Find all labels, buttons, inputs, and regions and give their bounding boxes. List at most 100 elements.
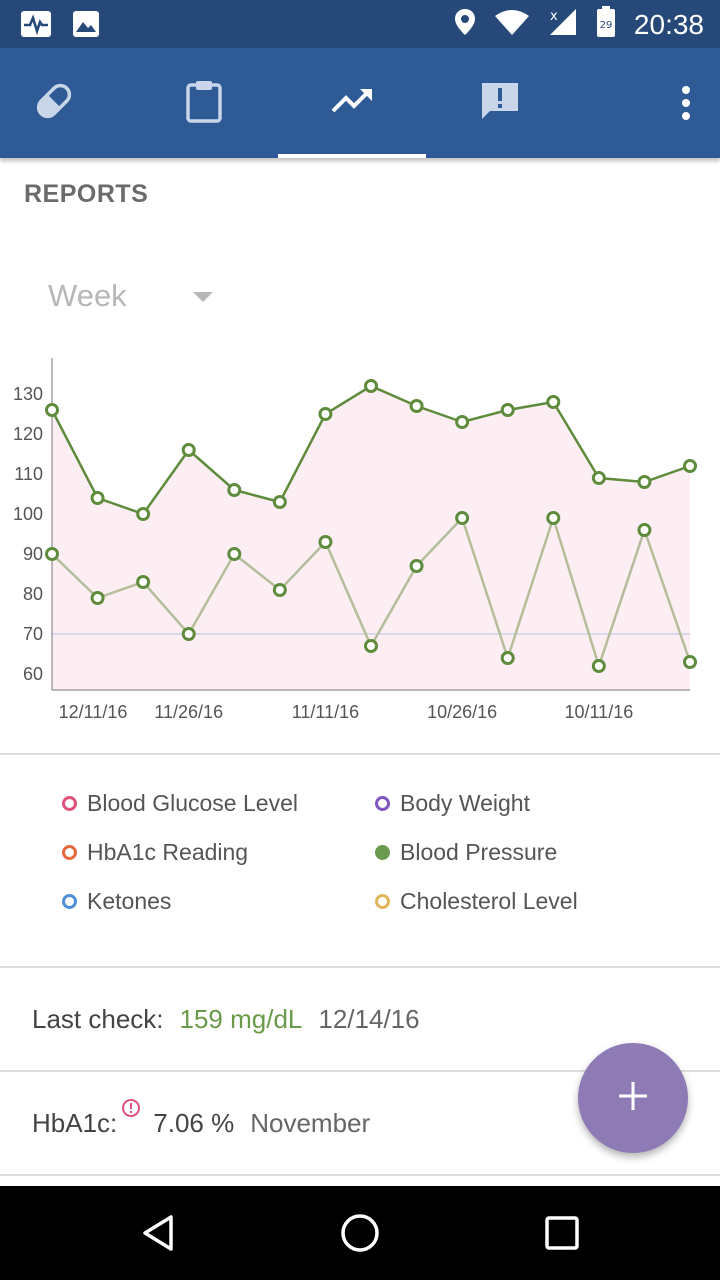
y-tick-label: 120 (13, 424, 43, 444)
reports-line-chart: 130 120 110 100 90 80 70 60 12/11/16 11/26/16 11/1… (0, 340, 720, 740)
y-tick-label: 60 (23, 664, 43, 684)
page-title: REPORTS (24, 180, 148, 209)
data-point (274, 585, 285, 596)
signal-icon: x (548, 7, 578, 42)
app-bar (0, 48, 720, 158)
data-point (502, 405, 513, 416)
data-point (639, 477, 650, 488)
legend-marker-icon (62, 845, 77, 860)
trending-up-icon (330, 86, 374, 121)
tab-medications[interactable] (0, 48, 128, 158)
more-options-icon[interactable] (680, 86, 692, 120)
y-tick-label: 110 (14, 464, 43, 484)
back-triangle-icon (139, 1213, 179, 1253)
legend-marker-icon (375, 796, 390, 811)
data-point (593, 473, 604, 484)
y-tick-label: 70 (23, 624, 43, 644)
last-check-label: Last check: (32, 1004, 164, 1035)
data-point (548, 397, 559, 408)
data-point (593, 661, 604, 672)
data-point (502, 653, 513, 664)
legend-marker-icon (375, 845, 390, 860)
alert-circle-icon[interactable] (121, 1094, 141, 1125)
data-point (411, 401, 422, 412)
data-point (47, 405, 58, 416)
add-entry-button[interactable] (578, 1043, 688, 1153)
tab-logbook[interactable] (130, 48, 278, 158)
x-tick-label: 10/26/16 (427, 702, 497, 722)
legend-item[interactable]: Blood Pressure (375, 839, 557, 866)
legend-label: Body Weight (400, 790, 530, 817)
legend-item[interactable]: Body Weight (375, 790, 530, 817)
back-button[interactable] (134, 1208, 184, 1258)
y-tick-label: 100 (13, 504, 43, 524)
legend-label: Blood Glucose Level (87, 790, 298, 817)
hba1c-label: HbA1c: (32, 1108, 117, 1139)
pulse-notification-icon (20, 10, 52, 43)
hba1c-row[interactable]: HbA1c: 7.06 % November (32, 1108, 370, 1139)
dropdown-arrow-icon (193, 292, 213, 302)
data-point (320, 537, 331, 548)
pill-icon (32, 79, 76, 128)
data-point (92, 593, 103, 604)
data-point (366, 641, 377, 652)
location-icon (454, 8, 476, 41)
y-tick-label: 80 (23, 584, 43, 604)
legend-marker-icon (62, 796, 77, 811)
legend-item[interactable]: Ketones (62, 888, 171, 915)
data-point (685, 461, 696, 472)
legend-item[interactable]: Blood Glucose Level (62, 790, 298, 817)
hba1c-value: 7.06 % (153, 1108, 234, 1139)
data-point (685, 657, 696, 668)
data-point (639, 525, 650, 536)
data-point (138, 577, 149, 588)
period-dropdown[interactable]: Week (48, 278, 228, 318)
legend-label: Cholesterol Level (400, 888, 578, 915)
data-point (183, 445, 194, 456)
recents-button[interactable] (537, 1208, 587, 1258)
clipboard-icon (184, 79, 224, 128)
last-check-row[interactable]: Last check: 159 mg/dL 12/14/16 (32, 1004, 420, 1035)
data-point (457, 513, 468, 524)
data-point (366, 381, 377, 392)
x-tick-label: 12/11/16 (59, 702, 128, 722)
home-circle-icon (339, 1212, 381, 1254)
x-tick-label: 11/26/16 (154, 702, 223, 722)
data-point (92, 493, 103, 504)
data-point (183, 629, 194, 640)
svg-text:x: x (550, 9, 558, 24)
tab-reports[interactable] (278, 48, 426, 158)
data-point (457, 417, 468, 428)
status-bar: x 29 20:38 (0, 0, 720, 48)
system-navigation-bar (0, 1186, 720, 1280)
x-tick-label: 11/11/16 (292, 702, 359, 722)
data-point (274, 497, 285, 508)
data-point (320, 409, 331, 420)
recents-square-icon (543, 1214, 581, 1252)
home-button[interactable] (335, 1208, 385, 1258)
legend-item[interactable]: HbA1c Reading (62, 839, 248, 866)
battery-icon: 29 (596, 6, 616, 43)
feedback-alert-icon (479, 80, 521, 127)
last-check-date: 12/14/16 (318, 1004, 419, 1035)
period-selected-value: Week (48, 278, 127, 313)
divider (0, 753, 720, 755)
wifi-icon (494, 8, 530, 41)
plus-icon (617, 1080, 649, 1117)
data-point (138, 509, 149, 520)
legend-marker-icon (62, 894, 77, 909)
data-point (411, 561, 422, 572)
legend-label: Blood Pressure (400, 839, 557, 866)
y-tick-label: 90 (23, 544, 43, 564)
tab-alerts[interactable] (426, 48, 574, 158)
data-point (548, 513, 559, 524)
divider (0, 1174, 720, 1176)
legend-item[interactable]: Cholesterol Level (375, 888, 578, 915)
image-notification-icon (72, 10, 100, 43)
data-point (229, 549, 240, 560)
x-tick-label: 10/11/16 (564, 702, 633, 722)
legend-label: HbA1c Reading (87, 839, 248, 866)
data-point (229, 485, 240, 496)
legend-label: Ketones (87, 888, 171, 915)
data-point (47, 549, 58, 560)
